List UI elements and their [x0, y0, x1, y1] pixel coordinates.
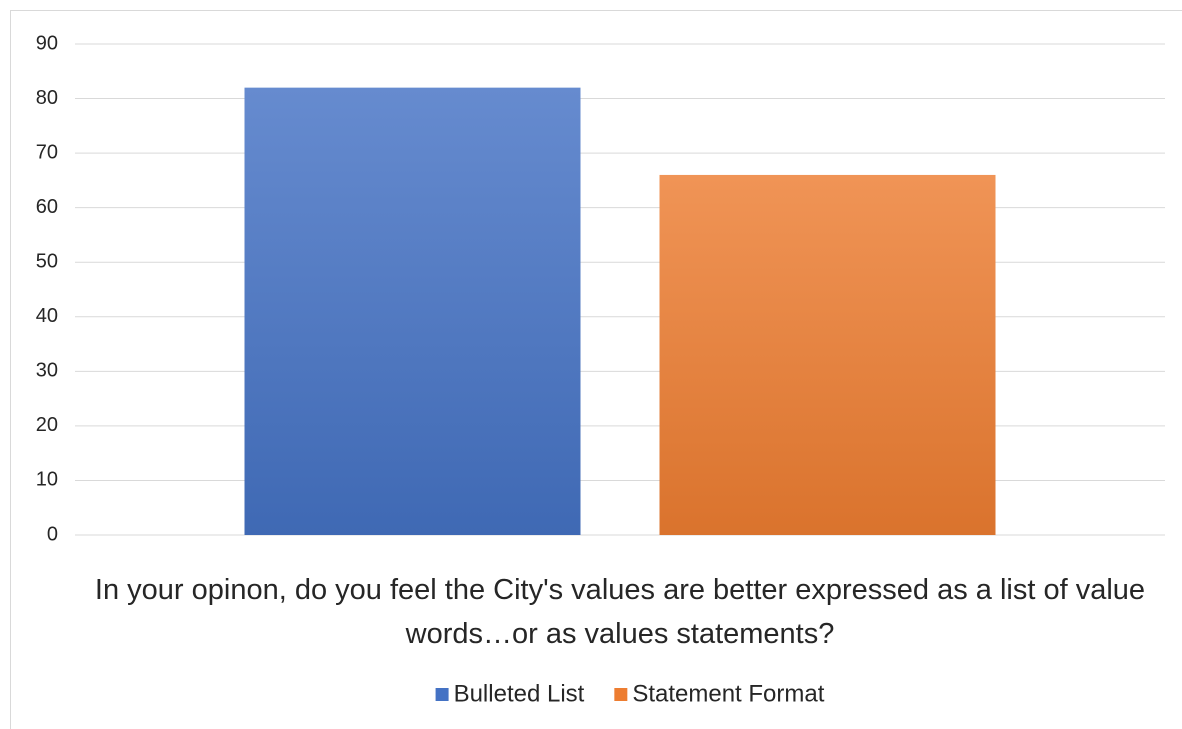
- y-tick-label: 60: [36, 196, 58, 218]
- y-tick-label: 40: [36, 305, 58, 327]
- legend-swatch: [614, 688, 628, 701]
- bar: [244, 87, 581, 536]
- y-tick-label: 20: [36, 414, 58, 436]
- legend-label: Statement Format: [632, 680, 824, 707]
- bar: [659, 174, 996, 535]
- y-tick-label: 10: [36, 469, 58, 491]
- y-tick-label: 90: [36, 32, 58, 54]
- y-tick-label: 30: [36, 360, 58, 382]
- y-tick-label: 50: [36, 251, 58, 273]
- legend-swatch: [435, 688, 449, 701]
- legend-label: Bulleted List: [454, 680, 585, 707]
- y-tick-label: 70: [36, 141, 58, 163]
- y-tick-label: 0: [47, 523, 58, 545]
- category-label: In your opinon, do you feel the City's v…: [94, 574, 1146, 650]
- chart-frame: [10, 10, 1182, 729]
- y-tick-label: 80: [36, 87, 58, 109]
